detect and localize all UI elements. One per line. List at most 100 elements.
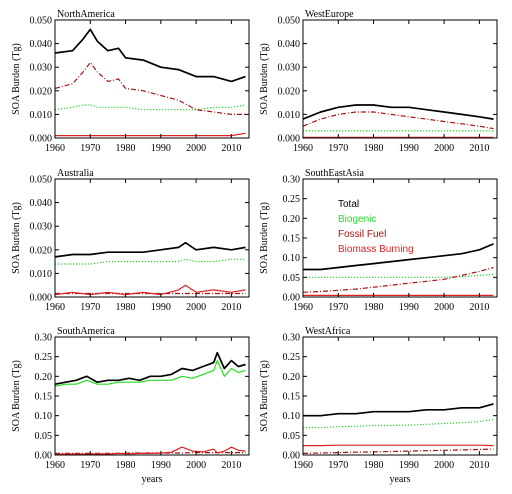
legend-entry-biogenic: Biogenic [338,214,376,225]
y-tick-label: 0.20 [35,372,53,383]
panel-southamerica: 1960 1970 1980 1990 2000 2010 0.00 0.05 0.10 0.15… [11,326,250,485]
y-tick-label: 0.05 [283,273,301,284]
y-tick-label: 0.030 [30,63,53,74]
y-tick-label: 0.15 [283,392,301,403]
x-tick-label: 1960 [293,143,313,154]
y-axis-label: SOA Burden (Tg) [11,43,22,115]
y-tick-label: 0.00 [283,293,301,304]
y-tick-label: 0.05 [283,431,301,442]
x-tick-label: 1990 [399,460,419,471]
x-tick-label: 2000 [434,460,454,471]
y-tick-label: 0.050 [30,175,53,186]
x-axis-label: years [141,474,162,485]
x-tick-label: 2010 [469,302,489,313]
y-tick-label: 0.30 [35,333,53,344]
panel-title: WestAfrica [305,326,351,337]
panel-title: SouthEastAsia [305,168,364,179]
x-tick-label: 1980 [364,143,384,154]
y-tick-label: 0.030 [30,222,53,233]
y-tick-label: 0.05 [35,431,53,442]
series-biogenic-line [303,419,494,429]
x-tick-label: 1980 [364,460,384,471]
x-tick-label: 2010 [221,460,241,471]
series-total-line [54,28,246,83]
series-total-line [303,243,494,271]
series-fossil-fuel-line [302,111,494,130]
series-fossil-fuel-line [302,448,494,454]
y-tick-label: 0.00 [35,451,53,462]
x-tick-label: 1980 [116,302,136,313]
legend-entry-total: Total [338,199,359,210]
plot-frame [302,19,498,139]
y-tick-label: 0.000 [30,293,53,304]
plot-frame [54,178,250,298]
x-tick-label: 1960 [293,302,313,313]
series-biomass-burning-line [55,132,246,137]
y-tick-label: 0.10 [283,411,301,422]
y-tick-label: 0.10 [35,411,53,422]
y-tick-label: 0.25 [283,194,301,205]
panel-northamerica: 1960 1970 1980 1990 2000 2010 0.000 0.010 0.020 0… [11,9,250,154]
x-tick-label: 1990 [399,143,419,154]
x-tick-label: 1990 [151,460,171,471]
x-tick-label: 1990 [151,302,171,313]
y-tick-label: 0.040 [30,198,53,209]
x-tick-label: 1970 [328,143,348,154]
x-tick-label: 1970 [80,460,100,471]
x-tick-label: 1980 [364,302,384,313]
y-tick-label: 0.15 [283,234,301,245]
series-total-line [54,351,246,386]
y-tick-label: 0.010 [30,269,53,280]
x-tick-label: 1970 [80,302,100,313]
x-tick-label: 2010 [469,460,489,471]
y-tick-label: 0.050 [30,16,53,27]
plot-frame [302,178,498,298]
y-tick-label: 0.000 [278,134,301,145]
legend-entry-biomass-burning: Biomass Burning [338,244,414,255]
plot-frame [54,19,250,139]
x-tick-label: 1970 [328,302,348,313]
y-tick-label: 0.020 [30,86,53,97]
y-tick-label: 0.050 [278,16,301,27]
y-tick-label: 0.00 [283,451,301,462]
x-tick-label: 1990 [399,302,419,313]
y-tick-label: 0.15 [35,392,53,403]
y-tick-label: 0.20 [283,372,301,383]
y-axis-label: SOA Burden (Tg) [259,360,270,432]
x-tick-label: 1960 [45,460,65,471]
series-biogenic-line [54,104,246,111]
y-axis-label: SOA Burden (Tg) [259,43,270,115]
x-tick-label: 1980 [116,143,136,154]
y-tick-label: 0.030 [278,63,301,74]
x-tick-label: 1970 [328,460,348,471]
x-tick-label: 2000 [434,143,454,154]
series-biogenic-line [55,258,246,265]
y-tick-label: 0.10 [283,253,301,264]
x-tick-label: 1960 [45,143,65,154]
x-tick-label: 2000 [186,460,206,471]
x-tick-label: 1970 [80,143,100,154]
y-tick-label: 0.020 [30,245,53,256]
y-tick-label: 0.010 [278,110,301,121]
y-tick-label: 0.30 [283,175,301,186]
x-tick-label: 2000 [186,302,206,313]
x-tick-label: 1960 [293,460,313,471]
y-tick-label: 0.010 [30,110,53,121]
x-tick-label: 1990 [151,143,171,154]
x-tick-label: 2010 [221,143,241,154]
x-tick-label: 2010 [221,302,241,313]
x-tick-label: 2010 [469,143,489,154]
x-axis-label: years [389,474,410,485]
panel-westafrica: 1960 1970 1980 1990 2000 2010 0.00 0.05 0.10 0.15… [259,326,498,485]
panel-title: WestEurope [305,9,354,20]
series-total-line [54,241,246,258]
y-tick-label: 0.040 [278,39,301,50]
series-total-line [303,403,494,417]
plot-frame [54,336,250,456]
y-tick-label: 0.040 [30,39,53,50]
x-tick-label: 2000 [434,302,454,313]
y-tick-label: 0.25 [35,352,53,363]
y-tick-label: 0.30 [283,333,301,344]
series-fossil-fuel-line [54,61,246,116]
